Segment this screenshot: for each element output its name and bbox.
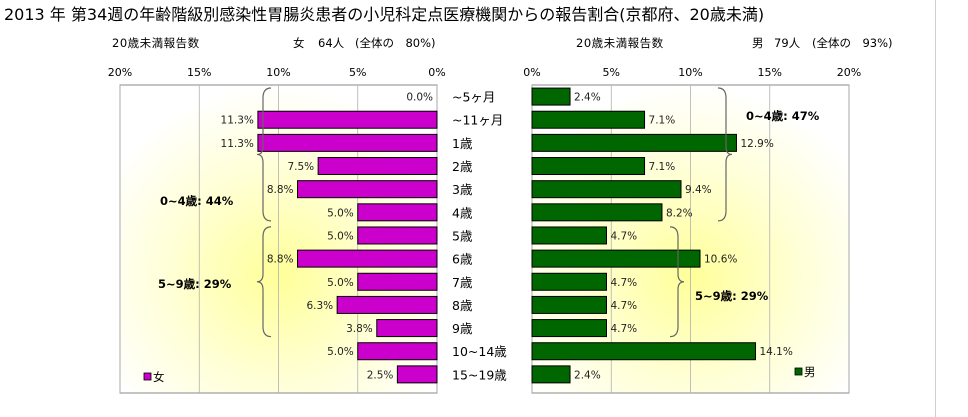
male-share: (全体の 93%) [812, 36, 893, 50]
female-legend-swatch [143, 372, 152, 381]
female-bar [297, 249, 438, 268]
pyramid-chart: 0% 5% 10% 15% 20% 0% 5% 10% 15% 20% 0.0% 11.3% 11.3%… [108, 66, 861, 394]
male-data-label: 12.9% [740, 138, 773, 150]
female-data-label: 5.0% [327, 346, 354, 358]
male-brace-0-4 [717, 87, 733, 222]
male-tick-label: 0% [523, 66, 540, 79]
male-data-label: 8.2% [666, 207, 693, 219]
category-label: 2歳 [452, 159, 473, 174]
category-label: ~11ヶ月 [452, 113, 503, 128]
female-bar [357, 203, 438, 222]
male-count: 79人 [774, 36, 801, 50]
female-share: (全体の 80%) [355, 36, 436, 50]
female-bar [257, 110, 438, 129]
female-tick-label: 10% [266, 66, 290, 79]
female-data-label: 2.5% [367, 369, 394, 381]
male-bar [531, 342, 756, 361]
category-label: 6歳 [452, 252, 473, 267]
female-legend-label: 女 [153, 370, 165, 384]
category-label: 7歳 [452, 275, 473, 290]
female-data-label: 11.3% [221, 115, 254, 127]
category-label: 4歳 [452, 205, 473, 220]
male-data-label: 4.7% [610, 277, 637, 289]
male-annotation-5-9: 5~9歳: 29% [695, 289, 769, 303]
male-bar [531, 365, 571, 384]
male-legend-label: 男 [804, 365, 816, 379]
female-data-label: 8.8% [267, 184, 294, 196]
female-data-label: 5.0% [327, 230, 354, 242]
male-data-label: 7.1% [649, 161, 676, 173]
male-bar [531, 157, 646, 176]
female-bar [376, 319, 438, 338]
female-data-label: 7.5% [287, 161, 314, 173]
female-bar [357, 226, 438, 245]
category-label: 9歳 [452, 321, 473, 336]
male-tick-label: 5% [603, 66, 620, 79]
female-caption: 20歳未満報告数 [112, 36, 200, 50]
female-tick-label: 0% [428, 66, 445, 79]
male-brace-5-9 [669, 226, 685, 338]
male-bar [531, 110, 646, 129]
female-data-label: 6.3% [306, 300, 333, 312]
female-bar [297, 180, 438, 199]
female-bar [357, 342, 438, 361]
female-tick-label: 5% [349, 66, 366, 79]
male-legend-swatch [794, 367, 803, 376]
male-bar [531, 319, 607, 338]
female-data-label: 8.8% [267, 254, 294, 266]
male-data-label: 14.1% [759, 346, 792, 358]
male-bar [531, 249, 701, 268]
male-data-label: 4.7% [610, 230, 637, 242]
female-count: 64人 [318, 36, 345, 50]
female-annotation-0-4: 0~4歳: 44% [160, 194, 234, 208]
male-data-label: 9.4% [685, 184, 712, 196]
male-bar [531, 87, 571, 106]
category-label: 15~19歳 [452, 367, 507, 382]
female-brace-0-4 [256, 87, 272, 222]
male-tick-label: 10% [678, 66, 702, 79]
male-bar [531, 272, 607, 291]
category-label: 10~14歳 [452, 344, 507, 359]
male-caption: 20歳未満報告数 [576, 36, 664, 50]
male-bar [531, 203, 663, 222]
female-bar [357, 272, 438, 291]
female-sex: 女 [293, 36, 305, 50]
female-data-label: 11.3% [221, 138, 254, 150]
male-data-label: 10.6% [704, 254, 737, 266]
female-brace-5-9 [256, 226, 272, 338]
female-data-label: 5.0% [327, 207, 354, 219]
female-bar [317, 157, 438, 176]
male-data-label: 4.7% [610, 300, 637, 312]
male-bar [531, 295, 607, 314]
female-bar [396, 365, 438, 384]
category-label: 3歳 [452, 182, 473, 197]
male-data-label: 4.7% [610, 323, 637, 335]
category-label: 5歳 [452, 228, 473, 243]
female-data-label: 0.0% [406, 92, 433, 104]
female-annotation-5-9: 5~9歳: 29% [158, 277, 232, 291]
female-bar [257, 133, 438, 152]
female-tick-label: 20% [108, 66, 132, 79]
male-bar [531, 180, 682, 199]
female-data-label: 5.0% [327, 277, 354, 289]
male-annotation-0-4: 0~4歳: 47% [746, 109, 820, 123]
male-tick-label: 15% [758, 66, 782, 79]
chart-title: 2013 年 第34週の年齢階級別感染性胃腸炎患者の小児科定点医療機関からの報告… [4, 5, 765, 24]
male-data-label: 2.4% [574, 369, 601, 381]
window-edge [935, 0, 968, 417]
category-label: 1歳 [452, 136, 473, 151]
female-bar [336, 295, 438, 314]
female-data-label: 3.8% [346, 323, 373, 335]
female-tick-label: 15% [187, 66, 211, 79]
category-label: ~5ヶ月 [452, 90, 495, 105]
male-bar [531, 226, 607, 245]
male-tick-label: 20% [837, 66, 861, 79]
male-data-label: 7.1% [649, 115, 676, 127]
category-label: 8歳 [452, 298, 473, 313]
male-bar [531, 133, 737, 152]
male-data-label: 2.4% [574, 92, 601, 104]
male-sex: 男 [752, 36, 764, 50]
